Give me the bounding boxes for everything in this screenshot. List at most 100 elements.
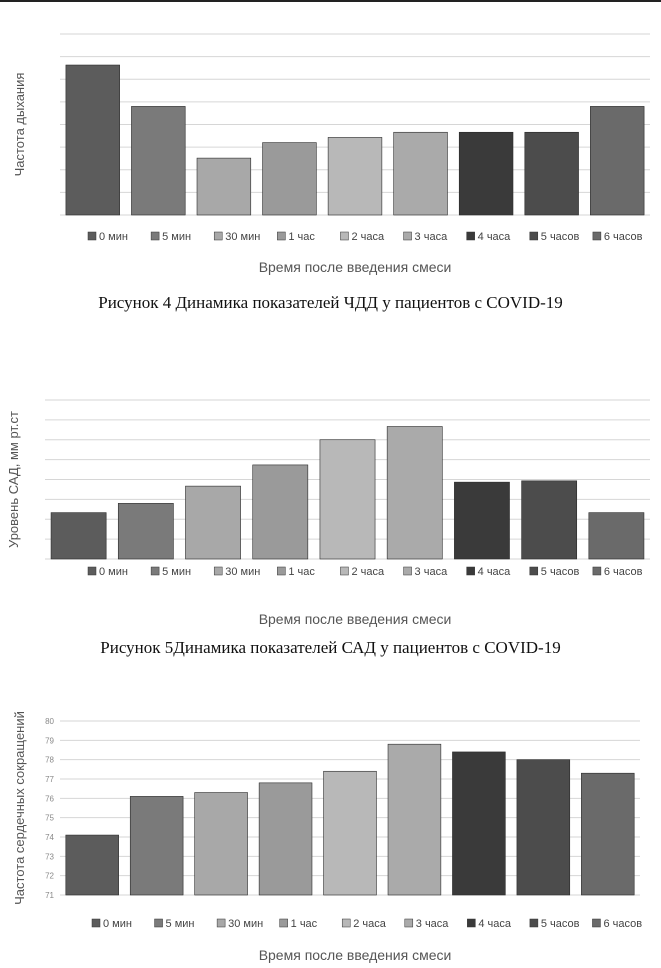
legend-label: 1 час bbox=[291, 918, 318, 930]
bar-5-мин bbox=[131, 106, 186, 216]
bar-6-часов bbox=[590, 106, 645, 216]
bar-5-часов bbox=[516, 759, 571, 896]
y-tick-label: 73 bbox=[45, 852, 54, 861]
chart-systolic-pressure: Уровень САД, мм рт.ст 0 мин 5 мин 30 мин 1 ч… bbox=[0, 392, 661, 637]
x-axis-label: Время после введения смеси bbox=[259, 259, 452, 275]
bar-2-часа bbox=[323, 770, 377, 896]
bar-1-час bbox=[258, 782, 313, 896]
legend-swatch bbox=[529, 231, 539, 241]
chart-2-svg: 71 72 73 74 75 76 77 78 79 80 Частота сердечных со… bbox=[12, 711, 642, 963]
legend-swatch bbox=[154, 918, 163, 928]
bar-30-мин bbox=[194, 792, 248, 896]
y-tick-label: 76 bbox=[45, 794, 54, 803]
y-axis-label: Уровень САД, мм рт.ст bbox=[6, 411, 21, 548]
y-axis-label: Частота дыхания bbox=[12, 73, 27, 177]
legend-swatch bbox=[403, 231, 412, 241]
page-top-rule bbox=[0, 0, 661, 2]
legend-swatch bbox=[87, 566, 97, 576]
x-axis-label: Время после введения смеси bbox=[259, 611, 452, 627]
legend-swatch bbox=[213, 231, 223, 241]
legend-label: 6 часов bbox=[603, 918, 642, 930]
figure-caption-5: Рисунок 5Динамика показателей САД у паци… bbox=[100, 638, 561, 657]
legend-label: 5 мин bbox=[166, 918, 195, 930]
x-axis-label: Время после введения смеси bbox=[259, 947, 452, 963]
legend-swatch bbox=[277, 566, 286, 576]
legend-swatch bbox=[87, 231, 97, 241]
legend-label: 6 часов bbox=[604, 231, 643, 243]
y-tick-label: 80 bbox=[45, 717, 54, 726]
legend-swatch bbox=[341, 918, 351, 928]
legend-swatch bbox=[404, 918, 414, 928]
legend-label: 5 мин bbox=[162, 566, 191, 578]
legend-label: 4 часа bbox=[478, 918, 512, 930]
legend-label: 30 мин bbox=[225, 231, 260, 243]
y-tick-label: 74 bbox=[45, 833, 54, 842]
legend-swatch bbox=[277, 231, 286, 241]
legend-label: 5 часов bbox=[541, 918, 580, 930]
bar-5-мин bbox=[129, 796, 184, 896]
legend-label: 6 часов bbox=[604, 566, 643, 578]
legend-swatch bbox=[592, 231, 602, 241]
legend-swatch bbox=[213, 566, 223, 576]
bar-0-мин bbox=[65, 834, 119, 896]
legend-label: 3 часа bbox=[415, 566, 449, 578]
legend-label: 0 мин bbox=[99, 566, 128, 578]
legend-swatch bbox=[466, 231, 475, 241]
legend-swatch bbox=[467, 918, 476, 928]
legend-label: 2 часа bbox=[351, 231, 385, 243]
y-tick-label: 72 bbox=[45, 872, 54, 881]
legend-swatch bbox=[216, 918, 226, 928]
bar-30-мин bbox=[185, 485, 241, 560]
chart-heart-rate: 71 72 73 74 75 76 77 78 79 80 Частота сердечных со… bbox=[0, 705, 661, 968]
legend-label: 5 мин bbox=[162, 231, 191, 243]
bar-4-часа bbox=[458, 131, 514, 216]
bar-3-часа bbox=[386, 426, 443, 560]
legend-swatch bbox=[150, 566, 160, 576]
legend-label: 0 мин bbox=[99, 231, 128, 243]
legend-label: 2 часа bbox=[353, 918, 387, 930]
legend-label: 3 часа bbox=[416, 918, 450, 930]
legend-label: 30 мин bbox=[228, 918, 263, 930]
y-tick-label: 75 bbox=[45, 814, 54, 823]
legend-label: 5 часов bbox=[541, 566, 580, 578]
legend-label: 4 часа bbox=[478, 231, 512, 243]
bar-30-мин bbox=[196, 157, 252, 216]
legend-label: 4 часа bbox=[478, 566, 512, 578]
legend-label: 1 час bbox=[288, 566, 315, 578]
legend-swatch bbox=[592, 918, 601, 928]
bar-1-час bbox=[252, 464, 309, 560]
y-tick-label: 79 bbox=[45, 736, 54, 745]
legend-swatch bbox=[150, 231, 160, 241]
bar-0-мин bbox=[50, 512, 107, 560]
legend-label: 2 часа bbox=[351, 566, 385, 578]
bar-2-часа bbox=[319, 439, 376, 560]
legend-label: 5 часов bbox=[541, 231, 580, 243]
bar-4-часа bbox=[452, 751, 506, 896]
bar-4-часа bbox=[454, 481, 510, 560]
legend-swatch bbox=[466, 566, 475, 576]
chart-0-svg: Частота дыхания 0 мин 5 мин 30 мин 1 час 2 ча… bbox=[12, 33, 650, 275]
legend-label: 0 мин bbox=[103, 918, 132, 930]
bar-3-часа bbox=[393, 131, 448, 216]
legend-label: 1 час bbox=[288, 231, 315, 243]
bar-0-мин bbox=[65, 64, 120, 216]
figure-caption-4: Рисунок 4 Динамика показателей ЧДД у пац… bbox=[98, 293, 563, 312]
y-tick-label: 77 bbox=[45, 775, 54, 784]
legend-swatch bbox=[340, 231, 349, 241]
legend-label: 3 часа bbox=[415, 231, 449, 243]
legend-label: 30 мин bbox=[225, 566, 260, 578]
legend-swatch bbox=[529, 566, 539, 576]
bar-5-часов bbox=[521, 480, 578, 560]
bar-6-часов bbox=[581, 772, 635, 896]
bar-1-час bbox=[262, 142, 317, 216]
bar-5-мин bbox=[117, 503, 174, 560]
bar-5-часов bbox=[524, 131, 579, 216]
y-tick-label: 78 bbox=[45, 756, 54, 765]
legend-swatch bbox=[340, 566, 349, 576]
legend-swatch bbox=[403, 566, 412, 576]
y-axis-label: Частота сердечных сокращений bbox=[12, 711, 27, 905]
bar-6-часов bbox=[588, 512, 645, 560]
bar-2-часа bbox=[327, 137, 383, 216]
chart-1-svg: Уровень САД, мм рт.ст 0 мин 5 мин 30 мин 1 ч… bbox=[6, 399, 650, 627]
legend-swatch bbox=[91, 918, 101, 928]
